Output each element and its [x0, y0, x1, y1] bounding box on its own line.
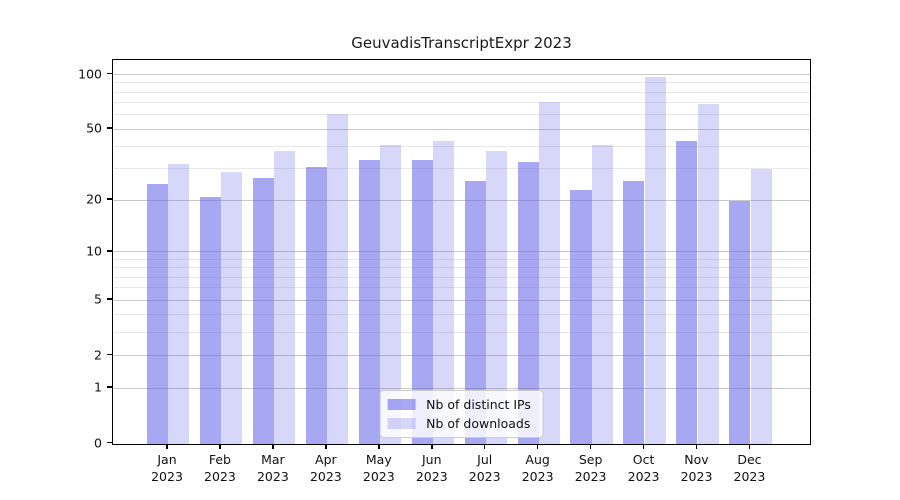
gridline-10 — [113, 251, 810, 253]
x-tick-mark-6 — [431, 445, 433, 449]
legend: Nb of distinct IPs Nb of downloads — [379, 390, 544, 438]
bar-nb-of-downloads-feb — [221, 172, 243, 444]
bar-nb-of-downloads-sep — [591, 145, 613, 444]
x-tick-mark-8 — [536, 445, 539, 449]
gridline-4 — [113, 314, 810, 316]
bar-nb-of-distinct-ips-jan — [146, 183, 168, 444]
bar-nb-of-downloads-jan — [168, 164, 190, 444]
x-tick-mark-1 — [166, 445, 168, 449]
bar-nb-of-distinct-ips-jul — [464, 180, 486, 444]
gridline-2 — [113, 355, 810, 357]
x-tick-label-nov: Nov 2023 — [680, 452, 713, 484]
gridline-80 — [113, 91, 810, 93]
x-tick-label-mar: Mar 2023 — [256, 452, 289, 484]
x-tick-label-jul: Jul 2023 — [468, 452, 501, 484]
gridline-7 — [113, 276, 810, 278]
x-tick-label-oct: Oct 2023 — [627, 452, 660, 484]
bar-nb-of-distinct-ips-nov — [676, 141, 698, 444]
y-tick-mark-0 — [107, 441, 112, 444]
bar-nb-of-distinct-ips-oct — [623, 180, 645, 444]
bar-nb-of-downloads-aug — [538, 102, 560, 444]
y-tick-label-2: 2 — [94, 347, 102, 363]
bar-nb-of-downloads-dec — [750, 169, 772, 444]
y-tick-label-1: 1 — [94, 379, 102, 395]
x-tick-mark-7 — [483, 445, 486, 449]
x-tick-label-apr: Apr 2023 — [309, 452, 342, 484]
x-tick-mark-12 — [748, 445, 751, 449]
gridline-30 — [113, 168, 810, 170]
gridline-1 — [113, 387, 810, 389]
x-tick-label-aug: Aug 2023 — [521, 452, 554, 484]
plot-area: Nb of distinct IPs Nb of downloads — [112, 59, 811, 445]
y-tick-label-100: 100 — [78, 66, 102, 81]
bar-nb-of-distinct-ips-apr — [305, 166, 327, 444]
gridline-9 — [113, 258, 810, 260]
y-tick-mark-10 — [107, 250, 112, 252]
y-tick-label-10: 10 — [86, 243, 102, 259]
gridline-90 — [113, 82, 810, 84]
y-tick-mark-2 — [107, 353, 112, 356]
x-tick-mark-10 — [642, 445, 645, 449]
x-tick-mark-3 — [272, 445, 274, 449]
x-tick-label-jun: Jun 2023 — [415, 452, 448, 484]
x-tick-mark-9 — [589, 445, 592, 449]
legend-swatch-icon — [387, 399, 416, 410]
x-tick-label-may: May 2023 — [362, 452, 395, 484]
bar-nb-of-downloads-jul — [485, 151, 507, 444]
legend-item: Nb of distinct IPs — [387, 397, 531, 412]
gridline-3 — [113, 332, 810, 334]
gridline-40 — [113, 146, 810, 148]
bar-nb-of-distinct-ips-dec — [729, 200, 751, 444]
bar-nb-of-downloads-oct — [644, 77, 666, 444]
bar-nb-of-distinct-ips-feb — [199, 196, 221, 444]
x-tick-label-sep: Sep 2023 — [574, 452, 607, 484]
x-tick-mark-2 — [219, 445, 221, 449]
bar-nb-of-downloads-jun — [432, 141, 454, 444]
legend-label: Nb of distinct IPs — [426, 397, 531, 412]
legend-label: Nb of downloads — [426, 416, 531, 431]
gridline-100 — [113, 74, 810, 75]
legend-swatch-icon — [387, 418, 416, 429]
bar-nb-of-distinct-ips-may — [358, 159, 380, 444]
x-tick-mark-11 — [695, 445, 698, 449]
bar-nb-of-distinct-ips-aug — [517, 162, 539, 444]
gridline-5 — [113, 299, 810, 301]
y-tick-mark-100 — [107, 72, 112, 75]
y-tick-label-5: 5 — [94, 291, 102, 307]
bar-nb-of-distinct-ips-sep — [570, 189, 592, 444]
bar-nb-of-downloads-apr — [326, 114, 349, 444]
gridline-50 — [113, 128, 810, 130]
bar-nb-of-distinct-ips-jun — [411, 159, 433, 444]
y-tick-label-20: 20 — [86, 191, 102, 207]
plot-inner: Nb of distinct IPs Nb of downloads — [113, 60, 810, 444]
bar-nb-of-downloads-mar — [273, 151, 296, 444]
y-tick-label-50: 50 — [86, 120, 102, 136]
bar-nb-of-downloads-may — [379, 145, 401, 444]
gridline-8 — [113, 267, 810, 269]
bar-nb-of-downloads-nov — [697, 104, 719, 444]
y-tick-mark-1 — [107, 386, 112, 388]
y-tick-mark-5 — [107, 298, 112, 300]
legend-item: Nb of downloads — [387, 416, 531, 431]
x-tick-label-dec: Dec 2023 — [733, 452, 766, 484]
gridline-6 — [113, 287, 810, 289]
gridline-60 — [113, 114, 810, 116]
x-tick-mark-4 — [325, 445, 327, 449]
gridline-70 — [113, 102, 810, 104]
x-tick-label-jan: Jan 2023 — [151, 452, 183, 484]
x-tick-label-feb: Feb 2023 — [204, 452, 236, 484]
y-tick-mark-20 — [107, 198, 112, 200]
bar-nb-of-distinct-ips-mar — [252, 177, 274, 444]
x-tick-mark-5 — [378, 445, 380, 449]
chart-title: GeuvadisTranscriptExpr 2023 — [351, 34, 572, 52]
y-tick-label-0: 0 — [94, 435, 102, 450]
gridline-20 — [113, 199, 810, 201]
y-tick-mark-50 — [107, 127, 112, 129]
